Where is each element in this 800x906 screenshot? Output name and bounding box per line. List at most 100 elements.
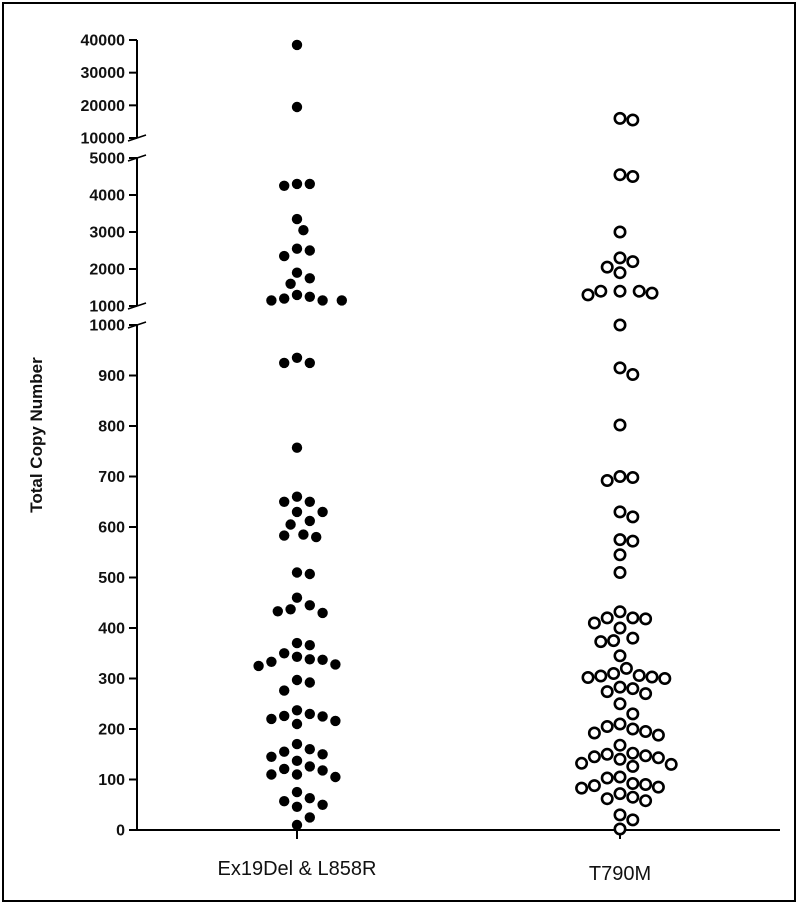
data-point-ex19del-l858r (272, 606, 283, 617)
data-point-ex19del-l858r (336, 295, 347, 306)
data-point-ex19del-l858r (291, 651, 303, 662)
data-point-ex19del-l858r (291, 705, 303, 716)
data-point-ex19del-l858r (291, 491, 303, 502)
data-point-ex19del-l858r (304, 273, 315, 284)
data-point-ex19del-l858r (279, 496, 290, 507)
data-point-t790m (600, 719, 614, 733)
data-point-t790m (619, 661, 633, 675)
data-point-ex19del-l858r (279, 796, 290, 807)
data-point-t790m (639, 612, 653, 626)
data-point-t790m (639, 724, 653, 738)
data-point-t790m (613, 251, 627, 265)
data-point-t790m (594, 635, 608, 649)
y-tick-label: 300 (98, 671, 125, 688)
data-point-ex19del-l858r (279, 710, 290, 722)
data-point-t790m (600, 473, 614, 487)
data-point-t790m (613, 318, 627, 332)
data-point-t790m (613, 605, 627, 619)
data-point-t790m (645, 286, 659, 300)
data-point-ex19del-l858r (298, 225, 309, 236)
data-point-t790m (626, 790, 640, 804)
data-point-t790m (613, 680, 627, 694)
data-point-ex19del-l858r (304, 761, 315, 772)
data-point-t790m (613, 621, 627, 635)
data-point-t790m (626, 470, 640, 484)
data-point-ex19del-l858r (291, 178, 303, 190)
y-tick-label: 1000 (89, 318, 125, 335)
data-point-ex19del-l858r (291, 289, 303, 301)
data-point-t790m (613, 505, 627, 519)
data-point-t790m (626, 631, 640, 645)
data-point-ex19del-l858r (279, 293, 290, 304)
y-tick-label: 400 (98, 621, 125, 638)
data-point-t790m (600, 685, 614, 699)
data-point-t790m (632, 284, 646, 298)
data-point-ex19del-l858r (330, 659, 341, 670)
data-point-t790m (651, 780, 665, 794)
data-point-t790m (600, 771, 614, 785)
data-point-ex19del-l858r (266, 751, 277, 762)
data-point-t790m (639, 777, 653, 791)
axes (127, 40, 780, 839)
data-point-ex19del-l858r (279, 648, 290, 659)
data-point-ex19del-l858r (266, 713, 277, 725)
data-point-t790m (613, 565, 627, 579)
data-point-t790m (600, 747, 614, 761)
data-point-ex19del-l858r (291, 674, 303, 686)
data-point-t790m (575, 781, 589, 795)
data-point-t790m (581, 288, 595, 302)
data-point-ex19del-l858r (291, 819, 303, 831)
data-point-ex19del-l858r (304, 245, 315, 256)
data-point-t790m (626, 746, 640, 760)
data-point-ex19del-l858r (304, 708, 315, 720)
data-point-t790m (658, 671, 672, 685)
data-point-t790m (626, 255, 640, 269)
data-point-t790m (607, 666, 621, 680)
y-tick-label: 20000 (81, 98, 126, 115)
data-point-t790m (581, 670, 595, 684)
data-point-t790m (639, 687, 653, 701)
data-point-t790m (651, 751, 665, 765)
data-point-ex19del-l858r (279, 763, 290, 775)
y-axis-title: Total Copy Number (27, 357, 46, 513)
y-tick-label: 800 (98, 419, 125, 436)
data-point-ex19del-l858r (298, 529, 309, 540)
data-point-t790m (626, 367, 640, 381)
data-point-ex19del-l858r (279, 685, 290, 696)
data-point-ex19del-l858r (304, 178, 315, 190)
data-point-t790m (613, 808, 627, 822)
data-point-ex19del-l858r (291, 718, 303, 730)
y-tick-label: 0 (116, 823, 125, 840)
data-point-t790m (626, 170, 640, 184)
data-point-t790m (587, 616, 601, 630)
data-point-t790m (626, 707, 640, 721)
data-point-ex19del-l858r (317, 506, 328, 518)
data-point-ex19del-l858r (285, 278, 296, 289)
data-point-t790m (613, 752, 627, 766)
data-point-ex19del-l858r (317, 799, 328, 810)
data-point-ex19del-l858r (330, 715, 341, 727)
y-ticks: 0 100 200 300 400 500 600 700 800 900 1000 2000 3000… (81, 33, 137, 840)
data-point-ex19del-l858r (266, 295, 277, 306)
data-point-t790m (613, 533, 627, 547)
data-point-ex19del-l858r (291, 352, 303, 363)
data-point-t790m (613, 787, 627, 801)
data-point-ex19del-l858r (291, 801, 303, 812)
data-point-t790m (626, 759, 640, 773)
x-category-label-t790m: T790M (589, 863, 651, 885)
data-point-t790m (613, 770, 627, 784)
data-point-t790m (613, 361, 627, 375)
data-point-t790m (632, 668, 646, 682)
data-point-t790m (613, 822, 627, 836)
data-point-ex19del-l858r (266, 656, 277, 667)
y-tick-label: 500 (98, 570, 125, 587)
data-point-ex19del-l858r (291, 592, 303, 603)
data-point-ex19del-l858r (285, 604, 296, 615)
data-point-ex19del-l858r (317, 711, 328, 722)
data-point-t790m (626, 510, 640, 524)
data-point-t790m (626, 682, 640, 696)
data-point-t790m (613, 717, 627, 731)
data-point-ex19del-l858r (304, 496, 315, 507)
